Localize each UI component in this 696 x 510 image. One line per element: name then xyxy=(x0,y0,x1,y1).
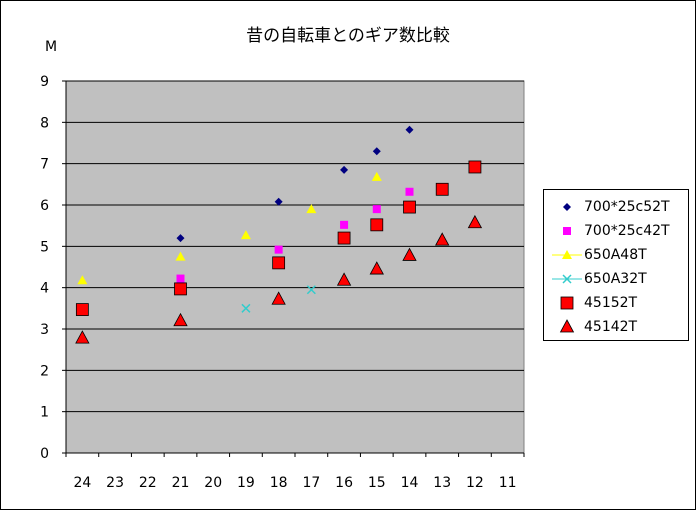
data-point-series-6 xyxy=(75,330,90,344)
legend-marker xyxy=(563,227,571,235)
legend-marker xyxy=(552,250,582,259)
y-tick-label: 1 xyxy=(40,405,49,421)
legend-marker-shape xyxy=(562,274,572,284)
legend-item: 650A48T xyxy=(544,244,688,266)
legend-marker-shape xyxy=(563,227,571,235)
x-tick-label: 19 xyxy=(237,475,255,491)
data-point-series-5 xyxy=(370,218,384,232)
legend-label: 650A48T xyxy=(584,247,647,263)
legend-label: 650A32T xyxy=(584,271,647,287)
legend-item: 45142T xyxy=(544,316,688,338)
data-point-series-6 xyxy=(402,247,417,261)
legend-marker-shape xyxy=(562,250,572,259)
data-point-series-5 xyxy=(174,282,187,296)
data-point-series-1 xyxy=(274,197,283,206)
legend-label: 45152T xyxy=(584,295,638,311)
plot-area xyxy=(65,80,525,454)
data-point-series-1 xyxy=(372,147,381,156)
x-tick-label: 14 xyxy=(401,475,419,491)
legend-marker-shape-stroke xyxy=(562,274,572,284)
legend-item: 700*25c42T xyxy=(544,220,688,242)
data-point-series-3 xyxy=(175,251,186,261)
legend-item: 700*25c52T xyxy=(544,196,688,218)
y-tick-label: 8 xyxy=(40,115,49,131)
x-tick-label: 12 xyxy=(466,475,484,491)
x-tick-label: 24 xyxy=(73,475,91,491)
y-tick-label: 6 xyxy=(40,198,49,214)
legend-label: 45142T xyxy=(584,319,638,335)
data-point-series-6 xyxy=(435,232,450,246)
y-tick-label: 9 xyxy=(40,74,49,90)
x-tick-label: 20 xyxy=(204,475,222,491)
legend-label: 700*25c42T xyxy=(584,223,670,239)
data-point-series-4-stroke xyxy=(306,285,316,295)
y-tick-label: 2 xyxy=(40,363,49,379)
x-tick-label: 11 xyxy=(499,475,517,491)
x-tick-label: 22 xyxy=(139,475,157,491)
data-point-series-3 xyxy=(371,171,382,181)
legend-marker-shape xyxy=(560,296,574,310)
x-tick-label: 15 xyxy=(368,475,386,491)
data-point-series-5 xyxy=(75,303,89,316)
y-tick-label: 4 xyxy=(40,281,49,297)
data-point-series-4 xyxy=(306,285,316,295)
x-tick-label: 21 xyxy=(172,475,190,491)
x-tick-label: 18 xyxy=(270,475,288,491)
data-point-series-3 xyxy=(306,204,317,214)
data-point-series-5 xyxy=(403,200,416,214)
data-point-series-2 xyxy=(274,245,283,254)
x-tick-label: 23 xyxy=(106,475,124,491)
data-point-series-1 xyxy=(176,234,185,243)
x-tick-label: 16 xyxy=(335,475,353,491)
data-point-series-2 xyxy=(405,187,414,196)
legend-marker xyxy=(559,319,575,333)
data-point-series-5 xyxy=(468,160,482,174)
legend-marker-shape xyxy=(559,319,575,333)
data-point-series-3 xyxy=(240,230,251,240)
legend-marker-shape xyxy=(563,203,571,211)
chart-title: 昔の自転車とのギア数比較 xyxy=(246,26,450,46)
data-point-series-1 xyxy=(340,165,349,174)
y-tick-label: 0 xyxy=(40,446,49,462)
y-tick-label: 7 xyxy=(40,157,49,173)
data-point-series-6 xyxy=(271,291,286,305)
data-point-series-5 xyxy=(435,182,449,196)
data-point-series-6 xyxy=(467,214,483,229)
legend-label: 700*25c52T xyxy=(584,199,670,215)
legend-marker xyxy=(563,203,571,211)
legend-marker xyxy=(552,274,582,284)
legend-item: 650A32T xyxy=(544,268,688,290)
x-tick-label: 13 xyxy=(433,475,451,491)
data-point-series-2 xyxy=(176,274,185,283)
data-point-series-4 xyxy=(241,303,251,313)
data-point-series-6 xyxy=(369,261,384,275)
y-tick-label: 3 xyxy=(40,322,49,338)
data-point-series-4-stroke xyxy=(241,303,251,313)
data-point-series-5 xyxy=(337,231,351,245)
legend-marker xyxy=(560,296,574,310)
data-point-series-3 xyxy=(77,275,88,285)
data-point-series-5 xyxy=(272,256,286,270)
data-point-series-6 xyxy=(336,272,352,286)
data-point-series-6 xyxy=(173,312,188,327)
data-point-series-2 xyxy=(340,220,349,229)
data-point-series-1 xyxy=(405,125,414,134)
x-tick-label: 17 xyxy=(302,475,320,491)
data-point-series-2 xyxy=(372,205,381,214)
y-tick-label: 5 xyxy=(40,239,49,255)
y-axis-label: M xyxy=(45,39,58,55)
legend: 700*25c52T 700*25c42T 650A48T 650A32T 45152T… xyxy=(543,189,689,341)
legend-item: 45152T xyxy=(544,292,688,314)
